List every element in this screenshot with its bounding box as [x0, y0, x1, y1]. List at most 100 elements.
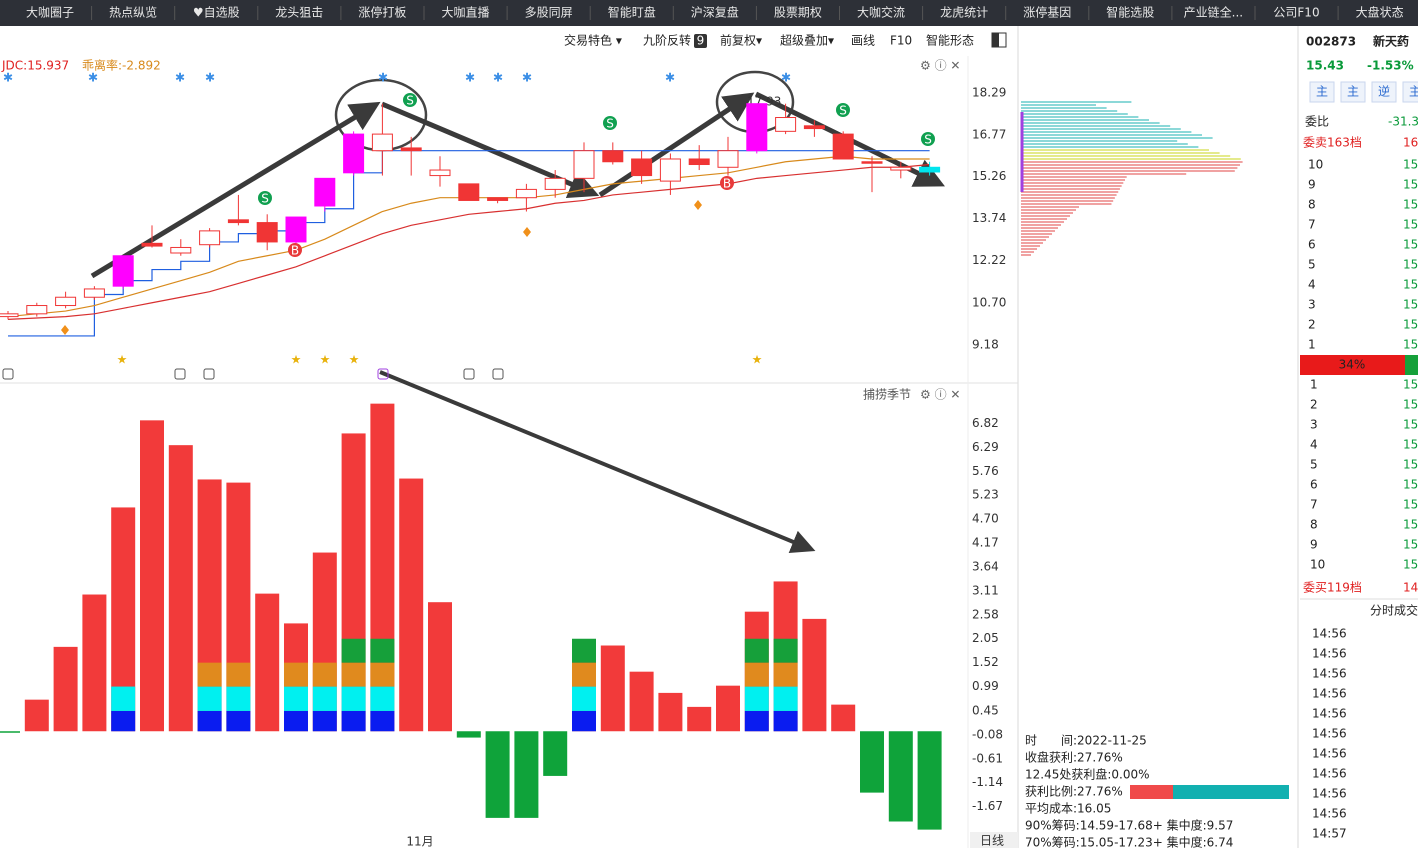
nav-item[interactable]: 涨停打板 — [358, 5, 406, 20]
indicator-band — [773, 638, 798, 663]
y-tick-label: 2.58 — [972, 607, 999, 621]
y-tick-label: 4.70 — [972, 512, 999, 526]
indicator-bar — [24, 699, 49, 732]
diamond — [523, 227, 531, 237]
toolbar-item[interactable]: F10 — [890, 34, 912, 48]
nav-item[interactable]: ♥自选股 — [193, 6, 240, 20]
y-tick-label: 12.22 — [972, 253, 1006, 267]
nav-item[interactable]: 大咖交流 — [857, 5, 905, 20]
toolbar-item[interactable]: 前复权▾ — [720, 33, 762, 48]
candle-body — [832, 133, 854, 160]
signal-icon — [2, 368, 14, 380]
tab-button[interactable] — [1371, 81, 1397, 103]
nav-item[interactable]: 沪深复盘 — [691, 5, 739, 20]
nav-item[interactable]: 龙头狙击 — [275, 6, 323, 20]
period: 日线 — [980, 834, 1004, 848]
signal-star: ✱ — [205, 71, 215, 85]
tick-time: 14:56 — [1312, 807, 1347, 821]
indicator-band — [744, 638, 769, 663]
badge: 9 — [697, 34, 705, 48]
toolbar-item[interactable]: 画线 — [851, 34, 875, 48]
indicator-bar — [255, 593, 280, 732]
y-tick-label: 13.74 — [972, 211, 1006, 225]
signal-star: ✱ — [493, 71, 503, 85]
nav-item[interactable]: 大咖圈子 — [26, 5, 74, 20]
indicator-bar — [543, 731, 568, 776]
nav-item[interactable]: 热点纵览 — [109, 5, 157, 20]
indicator-band — [197, 662, 222, 687]
candle-body — [429, 169, 451, 177]
ticks-title: 分时成交 — [1370, 603, 1418, 618]
indicator-band — [572, 686, 596, 711]
indicator-bar — [140, 420, 164, 732]
signal-icon — [492, 368, 504, 380]
candle-body — [458, 183, 480, 201]
toolbar-item[interactable]: 智能形态 — [926, 33, 974, 48]
badge-bg — [694, 34, 707, 48]
nav-item[interactable]: 多股同屏 — [525, 6, 573, 20]
sell-label: 委卖163档 — [1303, 136, 1362, 150]
y-tick-label: -1.14 — [972, 775, 1003, 789]
nav-item[interactable]: 智能选股 — [1106, 5, 1154, 20]
y-tick-label: 0.45 — [972, 703, 999, 717]
y-tick-label: 5.76 — [972, 464, 999, 478]
buy-level: 7 — [1310, 498, 1318, 512]
nav-item[interactable]: 股票期权 — [774, 6, 822, 20]
candle-body — [285, 216, 307, 243]
tick-time: 14:56 — [1312, 647, 1347, 661]
ma-line — [7, 163, 930, 320]
buy-total: 14 — [1403, 581, 1418, 595]
candle-body — [227, 219, 249, 224]
sell-price: 15 — [1403, 218, 1418, 232]
candle-body — [775, 117, 797, 132]
period-tab[interactable] — [970, 832, 1018, 848]
tab-button[interactable] — [1402, 81, 1418, 103]
y-tick-label: -0.08 — [972, 727, 1003, 741]
tab-button[interactable] — [1340, 81, 1366, 103]
signal-star: ★ — [291, 353, 302, 367]
sell-level: 5 — [1308, 258, 1316, 272]
tab-button[interactable] — [1309, 81, 1335, 103]
sell-level: 10 — [1308, 158, 1323, 172]
sell-price: 15 — [1403, 318, 1418, 332]
nav-item[interactable]: 智能盯盘 — [608, 5, 656, 20]
chip-text: 时 间:2022-11-25 — [1025, 734, 1147, 748]
nav-item[interactable]: 公司F10 — [1273, 6, 1319, 20]
panel-icons[interactable]: ⚙ ⓘ ✕ — [920, 388, 960, 402]
toolbar-item[interactable]: 超级叠加▾ — [780, 33, 834, 48]
nav-item[interactable]: 涨停基因 — [1023, 5, 1071, 20]
indicator-band — [341, 686, 366, 711]
profit-bar-red — [1130, 785, 1173, 799]
tab-button-label: 主 — [1316, 85, 1328, 99]
panel-icons[interactable]: ⚙ ⓘ ✕ — [920, 59, 960, 73]
candle-body — [55, 296, 77, 307]
candle-body — [141, 242, 163, 247]
y-tick-label: 16.77 — [972, 127, 1006, 141]
sell-level: 1 — [1308, 338, 1316, 352]
signal-star: ✱ — [88, 71, 98, 85]
sell-price: 15 — [1403, 258, 1418, 272]
buy-price: 15 — [1403, 558, 1418, 572]
nav-item[interactable]: 大咖直播 — [441, 5, 489, 20]
signal-badge — [836, 103, 850, 117]
signal-star: ✱ — [522, 71, 532, 85]
indicator-band — [744, 710, 769, 732]
tab-button-label: 主 — [1409, 85, 1418, 99]
ratio-bar-green — [1405, 355, 1418, 375]
sell-level: 6 — [1308, 238, 1316, 252]
y-tick-label: 9.18 — [972, 337, 999, 351]
signal-badge — [921, 132, 935, 146]
nav-item[interactable]: 龙虎统计 — [940, 6, 988, 20]
toolbar-item[interactable]: 交易特色 ▾ — [564, 33, 622, 48]
toolbar-item[interactable]: 九阶反转 — [643, 33, 691, 48]
profit-bar-teal — [1173, 785, 1289, 799]
nav-item[interactable]: 大盘状态 — [1356, 5, 1404, 20]
indicator-bar — [514, 731, 539, 818]
candle-body — [515, 188, 537, 199]
ratio-label: 委比 — [1305, 115, 1329, 129]
y-tick-label: 3.64 — [972, 559, 999, 573]
stock-code: 002873 — [1306, 35, 1356, 49]
nav-item[interactable]: 产业链全... — [1184, 5, 1243, 20]
y-tick-label: 6.29 — [972, 440, 999, 454]
y-tick-label: -0.61 — [972, 751, 1003, 765]
